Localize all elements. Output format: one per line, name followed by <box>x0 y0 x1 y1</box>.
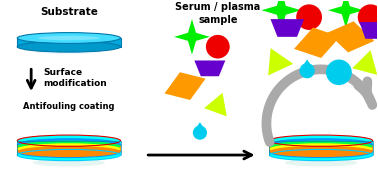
Ellipse shape <box>17 146 121 157</box>
Text: Surface
modification: Surface modification <box>43 68 107 88</box>
Polygon shape <box>268 48 293 75</box>
Polygon shape <box>17 148 121 149</box>
Ellipse shape <box>270 142 373 153</box>
Polygon shape <box>17 144 121 153</box>
Ellipse shape <box>17 142 121 153</box>
Ellipse shape <box>17 143 121 155</box>
Ellipse shape <box>270 144 373 155</box>
Ellipse shape <box>270 140 373 151</box>
Polygon shape <box>352 50 377 75</box>
Polygon shape <box>270 146 373 150</box>
Circle shape <box>193 126 207 140</box>
Circle shape <box>326 59 352 85</box>
Text: Antifouling coating: Antifouling coating <box>23 102 115 111</box>
Polygon shape <box>270 148 373 149</box>
Polygon shape <box>174 19 210 55</box>
Polygon shape <box>270 141 373 155</box>
Polygon shape <box>204 93 227 116</box>
Text: Serum / plasma
sample: Serum / plasma sample <box>175 2 260 25</box>
Polygon shape <box>17 146 121 151</box>
Ellipse shape <box>270 143 373 155</box>
Circle shape <box>358 4 378 30</box>
Polygon shape <box>270 146 373 151</box>
Polygon shape <box>270 144 373 153</box>
Text: Substrate: Substrate <box>40 7 98 17</box>
Ellipse shape <box>270 138 373 149</box>
Ellipse shape <box>270 149 373 161</box>
Ellipse shape <box>17 141 121 152</box>
Polygon shape <box>262 0 301 30</box>
Ellipse shape <box>285 159 357 167</box>
Ellipse shape <box>270 135 373 146</box>
Ellipse shape <box>17 33 121 43</box>
Polygon shape <box>17 141 121 155</box>
Ellipse shape <box>17 135 121 146</box>
Ellipse shape <box>17 144 121 155</box>
Polygon shape <box>328 0 364 28</box>
Polygon shape <box>164 72 206 100</box>
Polygon shape <box>194 61 225 76</box>
Ellipse shape <box>17 147 121 158</box>
Polygon shape <box>195 122 205 130</box>
Ellipse shape <box>17 149 121 161</box>
Circle shape <box>206 35 230 59</box>
Ellipse shape <box>270 141 373 152</box>
Polygon shape <box>294 28 340 58</box>
Polygon shape <box>271 19 304 37</box>
Ellipse shape <box>38 36 100 40</box>
Circle shape <box>296 4 322 30</box>
Ellipse shape <box>33 159 105 167</box>
Polygon shape <box>302 59 312 67</box>
Polygon shape <box>327 21 374 52</box>
Ellipse shape <box>35 50 102 54</box>
Polygon shape <box>359 22 378 39</box>
Ellipse shape <box>17 140 121 151</box>
Circle shape <box>299 63 315 78</box>
Ellipse shape <box>270 146 373 157</box>
Ellipse shape <box>17 41 121 52</box>
Polygon shape <box>17 38 121 47</box>
Ellipse shape <box>270 147 373 158</box>
Polygon shape <box>17 146 121 150</box>
Ellipse shape <box>17 138 121 149</box>
